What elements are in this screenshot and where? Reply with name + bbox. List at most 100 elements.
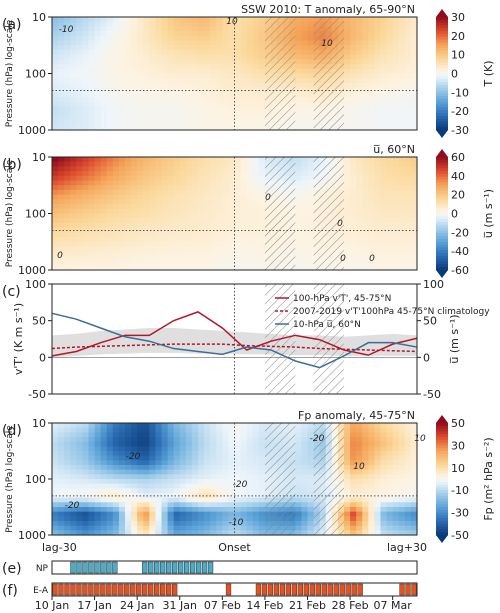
heatmap-cell: [179, 35, 187, 42]
heatmap-cell: [185, 237, 193, 243]
heatmap-cell: [246, 204, 254, 210]
heatmap-cell: [131, 493, 138, 499]
heatmap-cell: [167, 115, 175, 122]
heatmap-cell: [112, 82, 120, 89]
heatmap-cell: [179, 21, 187, 28]
colorbar-cell: [436, 162, 448, 166]
heatmap-cell: [185, 469, 193, 475]
heatmap-cell: [198, 432, 205, 438]
heatmap-cell: [228, 21, 236, 28]
heatmap-cell: [252, 474, 260, 480]
heatmap-cell: [149, 73, 157, 79]
heatmap-cell: [131, 180, 138, 186]
heatmap-cell: [368, 497, 376, 503]
heatmap-cell: [362, 530, 369, 536]
heatmap-cell: [374, 111, 382, 117]
colorbar-cell: [436, 481, 448, 486]
heatmap-cell: [307, 507, 315, 513]
heatmap-cell: [204, 451, 211, 457]
colorbar-cell: [436, 509, 448, 514]
colorbar-cell: [436, 504, 448, 508]
heatmap-cell: [228, 441, 236, 447]
heatmap-cell: [410, 101, 418, 108]
heatmap-cell: [100, 49, 108, 56]
heatmap-cell: [198, 488, 205, 494]
heatmap-cell: [362, 120, 369, 126]
heatmap-cell: [173, 213, 181, 219]
heatmap-cell: [100, 479, 108, 485]
heatmap-cell: [198, 516, 205, 522]
heatmap-cell: [216, 125, 223, 131]
heatmap-cell: [161, 437, 169, 443]
heatmap-cell: [88, 189, 96, 196]
legend-label-1: 2007-2019 v'T'100hPa 45-75°N climatology: [293, 307, 490, 317]
heatmap-cell: [210, 161, 217, 168]
heatmap-cell: [58, 194, 65, 200]
heatmap-cell: [210, 21, 217, 28]
heatmap-cell: [307, 171, 315, 177]
colorbar-cell: [436, 213, 448, 217]
heatmap-cell: [216, 171, 223, 177]
heatmap-cell: [106, 82, 114, 89]
y-tick-label-right: 50: [423, 315, 437, 328]
heatmap-cell: [70, 479, 77, 485]
heatmap-cell: [64, 161, 71, 168]
heatmap-cell: [185, 59, 193, 65]
heatmap-cell: [143, 59, 150, 65]
heatmap-cell: [386, 189, 394, 196]
heatmap-cell: [368, 265, 376, 271]
heatmap-cell: [380, 493, 388, 499]
heatmap-cell: [307, 111, 315, 117]
heatmap-cell: [58, 97, 65, 103]
heatmap-cell: [404, 497, 412, 503]
heatmap-cell: [344, 78, 351, 84]
heatmap-cell: [179, 204, 187, 210]
heatmap-cell: [392, 479, 400, 485]
colorbar-arrow-bottom: [436, 535, 448, 543]
heatmap-cell: [228, 204, 236, 210]
heatmap-cell: [125, 111, 132, 117]
heatmap-cell: [155, 507, 163, 513]
heatmap-cell: [307, 502, 315, 508]
heatmap-cell: [191, 479, 199, 485]
heatmap-cell: [161, 432, 169, 438]
heatmap-cell: [100, 21, 108, 28]
heatmap-cell: [198, 227, 205, 233]
heatmap-cell: [143, 101, 150, 108]
heatmap-cell: [118, 64, 126, 70]
colorbar-cell: [436, 196, 448, 200]
phase-bar: [118, 583, 124, 596]
heatmap-cell: [191, 185, 199, 191]
heatmap-cell: [125, 227, 132, 233]
heatmap-cell: [410, 199, 418, 205]
heatmap-cell: [198, 111, 205, 117]
heatmap-cell: [88, 432, 96, 438]
heatmap-cell: [252, 78, 260, 84]
heatmap-cell: [185, 45, 193, 51]
heatmap-cell: [191, 455, 199, 461]
heatmap-cell: [295, 161, 303, 168]
heatmap-cell: [82, 180, 90, 186]
heatmap-cell: [295, 441, 303, 447]
heatmap-cell: [295, 175, 303, 182]
heatmap-cell: [258, 17, 266, 23]
heatmap-cell: [100, 530, 108, 536]
heatmap-cell: [356, 199, 363, 205]
heatmap-cell: [246, 49, 254, 56]
heatmap-cell: [106, 479, 114, 485]
heatmap-cell: [362, 474, 369, 480]
heatmap-cell: [356, 40, 363, 46]
heatmap-cell: [398, 68, 406, 75]
heatmap-cell: [392, 437, 400, 443]
heatmap-cell: [185, 483, 193, 489]
heatmap-cell: [204, 31, 211, 37]
heatmap-cell: [191, 446, 199, 452]
heatmap-cell: [179, 255, 187, 262]
heatmap-cell: [228, 237, 236, 243]
colorbar-cell: [436, 521, 448, 525]
heatmap-cell: [179, 45, 187, 51]
heatmap-cell: [70, 175, 77, 182]
heatmap-cell: [398, 488, 406, 494]
heatmap-cell: [307, 199, 315, 205]
heatmap-cell: [131, 455, 138, 461]
